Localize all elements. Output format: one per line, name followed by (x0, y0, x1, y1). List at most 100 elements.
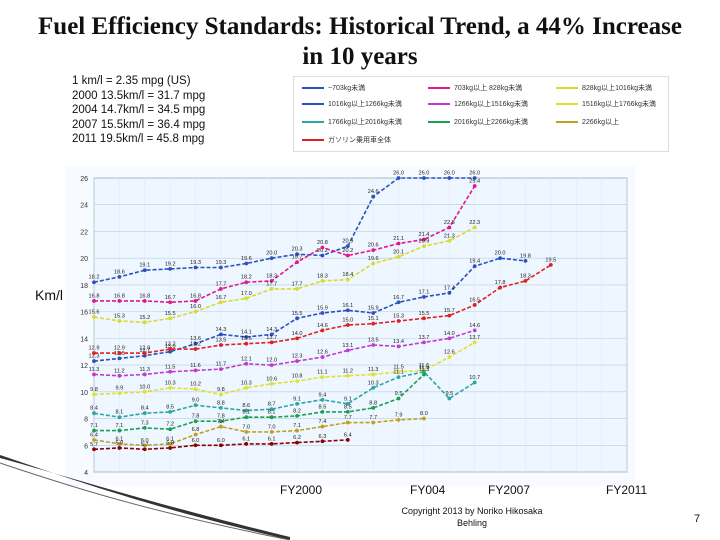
copyright-note: Copyright 2013 by Noriko Hikosaka Behlin… (401, 506, 543, 528)
data-point (422, 369, 426, 374)
data-point (295, 440, 299, 445)
data-point (168, 427, 173, 432)
data-label: 13.2 (165, 342, 176, 348)
data-label: 12.9 (89, 346, 100, 352)
data-point (219, 265, 223, 270)
legend-label: 2266kg以上 (582, 119, 619, 126)
data-point (472, 340, 477, 345)
data-label: 7.9 (395, 412, 403, 418)
data-point (345, 401, 350, 406)
data-label: 19.2 (165, 261, 176, 267)
data-point (371, 405, 376, 410)
data-label: 16.7 (393, 295, 404, 301)
data-label: 19.6 (241, 256, 252, 262)
data-point (345, 373, 350, 378)
series-line (93, 417, 425, 447)
data-label: 17.7 (292, 281, 303, 287)
legend-swatch (302, 103, 324, 105)
data-point (168, 347, 173, 351)
data-label: 8.5 (319, 404, 327, 410)
legend-swatch (302, 87, 324, 89)
data-point (472, 303, 477, 307)
data-label: 8.8 (217, 400, 225, 406)
data-label: 8.5 (166, 404, 174, 410)
data-label: 7.2 (166, 422, 174, 428)
chart-plot-area: 4 6 8 10 12 14 16 18 20 22 24 26 18.2 18.6 19.1 19.2 19.… (66, 166, 635, 486)
data-point (320, 245, 325, 250)
conversion-line: 2007 15.5km/l = 36.4 mpg (72, 118, 206, 131)
data-label: 12.3 (89, 354, 100, 360)
data-point (371, 385, 376, 390)
data-point (142, 443, 147, 448)
data-label: 11.2 (343, 368, 353, 374)
data-label: 7.8 (192, 414, 200, 420)
data-label: 18.6 (114, 269, 125, 275)
data-label: 21.4 (419, 232, 430, 238)
series-line (93, 177, 475, 283)
data-label: 6.8 (192, 427, 200, 433)
data-point (219, 300, 223, 305)
data-point (168, 442, 173, 446)
data-point (295, 401, 299, 406)
data-point (193, 419, 198, 424)
data-label: 11.6 (419, 363, 429, 369)
data-label: 25.4 (469, 179, 480, 185)
data-label: 13.1 (342, 343, 353, 349)
fy-label: FY2011 (606, 483, 648, 497)
y-tick-label: 18 (80, 283, 88, 290)
data-point (92, 392, 96, 397)
data-point (269, 415, 274, 420)
data-label: 16.0 (190, 304, 201, 310)
data-point (219, 332, 223, 337)
data-point (193, 368, 198, 373)
legend-item: 703kg以上 828kg未満 (428, 83, 522, 93)
data-label: 18.2 (89, 275, 100, 281)
data-label: 9.0 (192, 398, 200, 404)
data-label: 5.7 (90, 442, 98, 448)
data-label: 14.6 (317, 323, 328, 329)
legend-item: ~703kg未満 (302, 83, 365, 93)
data-point (422, 176, 426, 180)
data-label: 20.2 (342, 248, 353, 254)
data-point (472, 264, 477, 269)
data-label: 13.6 (241, 336, 252, 342)
data-point (371, 420, 376, 425)
data-label: 21.3 (444, 233, 455, 239)
data-label: 8.1 (242, 410, 250, 416)
data-point (168, 409, 173, 414)
data-label: 17.4 (444, 285, 455, 291)
data-point (447, 176, 452, 180)
data-point (117, 351, 122, 355)
data-label: 13.6 (190, 336, 201, 342)
data-point (396, 300, 401, 305)
y-tick-label: 6 (84, 443, 88, 450)
legend-swatch (428, 103, 450, 105)
legend-label: 1016kg以上1266kg未満 (328, 101, 402, 108)
series-line (93, 226, 476, 324)
data-point (244, 335, 249, 339)
data-label: 8.8 (369, 400, 377, 406)
data-label: 11.5 (393, 364, 403, 370)
data-label: 20.0 (495, 251, 506, 257)
data-label: 10.8 (292, 374, 303, 380)
data-point (269, 332, 274, 337)
data-point (345, 253, 350, 258)
y-tick-label: 16 (80, 310, 88, 317)
legend-item: 1516kg以上1766kg未満 (556, 99, 656, 109)
data-label: 5.8 (166, 440, 174, 446)
data-label: 9.5 (395, 391, 403, 397)
data-point (168, 446, 173, 450)
y-tick-label: 24 (80, 203, 88, 210)
data-label: 11.5 (165, 364, 175, 370)
legend-item: 2266kg以上 (556, 117, 619, 127)
data-label: 17.0 (241, 291, 252, 297)
data-point (320, 328, 325, 333)
data-point (168, 369, 173, 374)
data-point (219, 392, 223, 397)
data-label: 10.3 (165, 380, 176, 386)
data-label: 6.0 (141, 438, 149, 444)
data-point (472, 380, 477, 385)
data-label: 11.5 (419, 364, 429, 370)
data-point (244, 361, 249, 366)
data-label: 26.0 (444, 171, 455, 177)
